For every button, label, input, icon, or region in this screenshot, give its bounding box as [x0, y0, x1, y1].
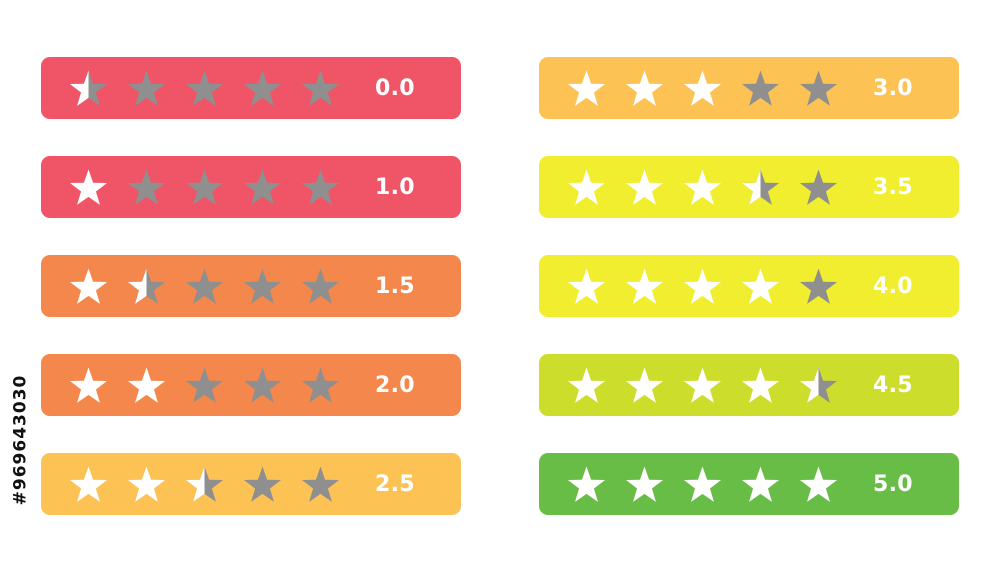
rating-bar: 3.5	[539, 156, 959, 218]
rating-bar: 1.5	[41, 255, 461, 317]
star-icon	[185, 169, 224, 205]
star-icon	[301, 70, 340, 106]
star-icon	[741, 367, 780, 403]
star-row	[69, 465, 340, 504]
rating-bar: 2.0	[41, 354, 461, 416]
star-icon	[301, 169, 340, 205]
star-icon	[69, 466, 108, 502]
star-row	[69, 267, 340, 306]
rating-value: 5.0	[873, 471, 913, 497]
star-icon	[741, 268, 780, 304]
star-icon	[69, 70, 108, 106]
star-icon	[625, 268, 664, 304]
stock-id-text: #969643030	[10, 374, 31, 506]
star-icon	[127, 70, 166, 106]
star-icon	[185, 70, 224, 106]
star-row	[567, 465, 838, 504]
star-icon	[741, 169, 780, 205]
rating-bar: 2.5	[41, 453, 461, 515]
star-icon	[741, 70, 780, 106]
star-row	[69, 69, 340, 108]
star-icon	[301, 367, 340, 403]
rating-value: 4.0	[873, 273, 913, 299]
star-icon	[185, 367, 224, 403]
star-icon	[243, 268, 282, 304]
star-icon	[185, 466, 224, 502]
star-icon	[799, 367, 838, 403]
star-icon	[301, 268, 340, 304]
star-row	[69, 168, 340, 207]
rating-value: 2.0	[375, 372, 415, 398]
rating-bar: 0.0	[41, 57, 461, 119]
star-icon	[799, 268, 838, 304]
star-icon	[69, 268, 108, 304]
star-icon	[127, 268, 166, 304]
star-icon	[799, 70, 838, 106]
ratings-column-left: 0.0 1.0 1.5 2.0 2.5	[41, 57, 461, 515]
star-icon	[185, 268, 224, 304]
rating-value: 2.5	[375, 471, 415, 497]
rating-value: 1.5	[375, 273, 415, 299]
star-icon	[683, 466, 722, 502]
star-icon	[69, 169, 108, 205]
star-row	[567, 267, 838, 306]
star-icon	[567, 268, 606, 304]
star-icon	[567, 466, 606, 502]
star-icon	[625, 169, 664, 205]
star-icon	[127, 367, 166, 403]
star-icon	[683, 169, 722, 205]
star-icon	[243, 169, 282, 205]
rating-bar: 5.0	[539, 453, 959, 515]
star-icon	[567, 70, 606, 106]
star-icon	[683, 367, 722, 403]
rating-value: 4.5	[873, 372, 913, 398]
rating-bar: 4.5	[539, 354, 959, 416]
star-icon	[69, 367, 108, 403]
star-icon	[301, 466, 340, 502]
star-icon	[799, 466, 838, 502]
star-icon	[127, 466, 166, 502]
star-icon	[799, 169, 838, 205]
rating-value: 0.0	[375, 75, 415, 101]
rating-value: 3.5	[873, 174, 913, 200]
ratings-column-right: 3.0 3.5 4.0 4.5 5.0	[539, 57, 959, 515]
star-icon	[683, 268, 722, 304]
star-icon	[567, 367, 606, 403]
star-icon	[625, 70, 664, 106]
star-row	[567, 366, 838, 405]
star-row	[69, 366, 340, 405]
rating-bar: 1.0	[41, 156, 461, 218]
rating-value: 1.0	[375, 174, 415, 200]
star-icon	[625, 367, 664, 403]
star-icon	[567, 169, 606, 205]
star-icon	[683, 70, 722, 106]
star-icon	[625, 466, 664, 502]
star-icon	[127, 169, 166, 205]
rating-bar: 3.0	[539, 57, 959, 119]
star-icon	[741, 466, 780, 502]
rating-bar: 4.0	[539, 255, 959, 317]
rating-value: 3.0	[873, 75, 913, 101]
star-row	[567, 168, 838, 207]
star-icon	[243, 367, 282, 403]
star-icon	[243, 466, 282, 502]
star-row	[567, 69, 838, 108]
star-icon	[243, 70, 282, 106]
